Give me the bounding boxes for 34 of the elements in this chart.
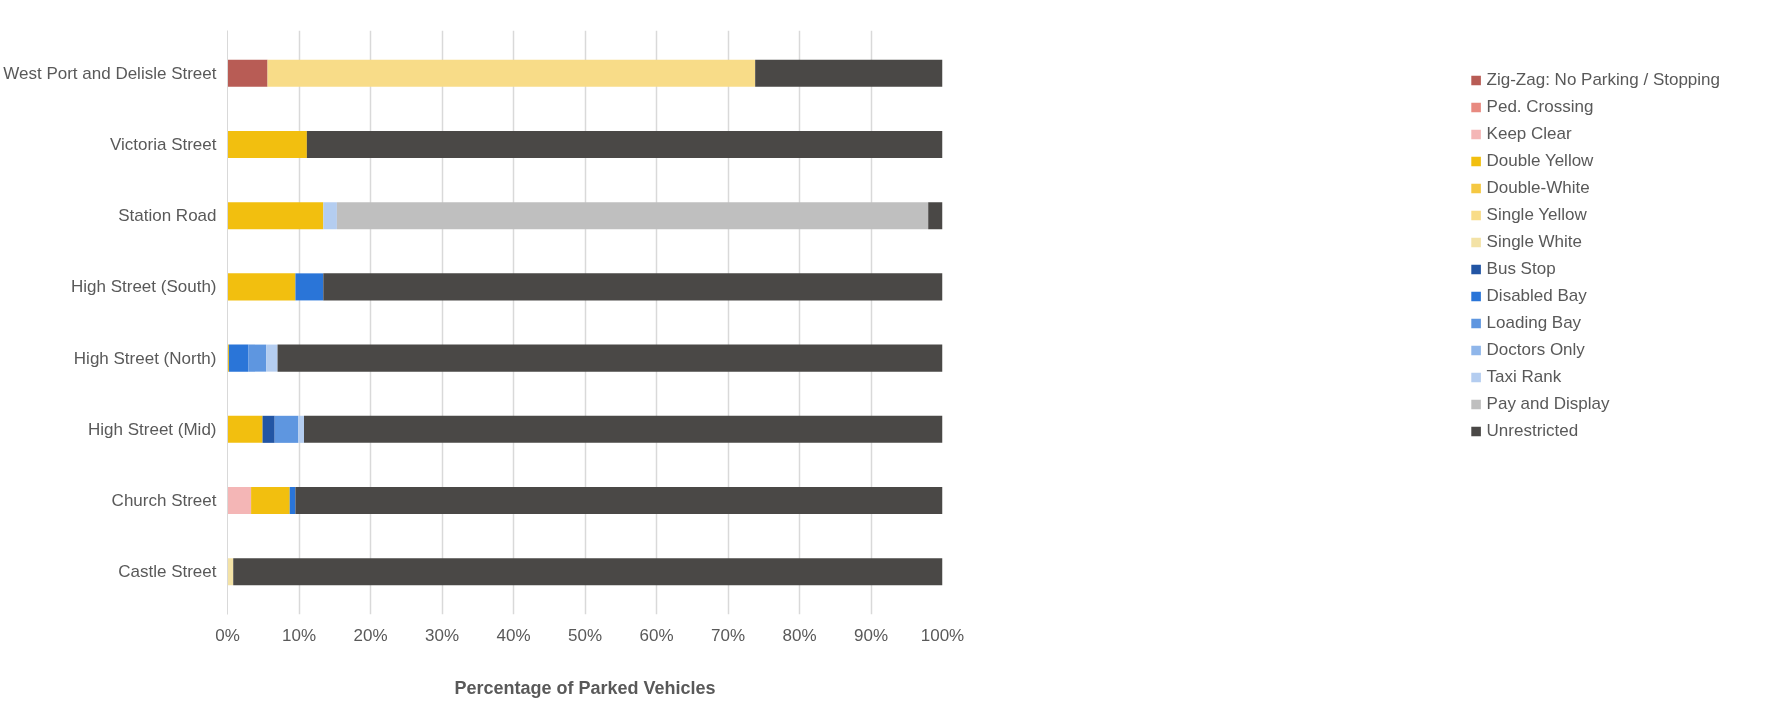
legend-label: Double-White <box>1486 178 1590 198</box>
x-tick-label: 0% <box>215 625 240 645</box>
legend-label: Double Yellow <box>1486 151 1594 171</box>
legend-label: Pay and Display <box>1486 394 1610 414</box>
legend-label: Single Yellow <box>1486 205 1587 225</box>
legend-label: Taxi Rank <box>1486 367 1562 387</box>
x-tick-label: 20% <box>353 625 388 645</box>
legend-label: Zig-Zag: No Parking / Stopping <box>1486 70 1720 90</box>
legend-label: Unrestricted <box>1486 421 1579 441</box>
x-tick-label: 60% <box>639 625 674 645</box>
y-tick-label: Victoria Street <box>110 134 217 154</box>
x-tick-label: 90% <box>853 625 889 645</box>
y-tick-label: High Street (Mid) <box>88 419 217 439</box>
y-tick-label: High Street (North) <box>73 348 217 368</box>
x-tick-label: 80% <box>782 625 817 645</box>
legend-label: Ped. Crossing <box>1486 97 1594 117</box>
legend-label: Disabled Bay <box>1486 286 1587 306</box>
legend-label: Keep Clear <box>1486 124 1572 144</box>
legend-label: Bus Stop <box>1486 259 1556 279</box>
legend-label: Doctors Only <box>1486 340 1585 360</box>
x-tick-label: 40% <box>496 625 531 645</box>
y-tick-label: Castle Street <box>118 562 217 582</box>
x-tick-label: 70% <box>710 625 746 645</box>
x-axis-title: Percentage of Parked Vehicles <box>454 677 716 698</box>
y-tick-label: High Street (South) <box>70 277 217 297</box>
legend-label: Single White <box>1486 232 1583 252</box>
x-tick-label: 10% <box>281 625 317 645</box>
x-tick-label: 100% <box>920 625 965 645</box>
legend-label: Loading Bay <box>1486 313 1582 333</box>
y-tick-label: West Port and Delisle Street <box>3 63 217 83</box>
y-tick-label: Church Street <box>111 491 217 511</box>
y-tick-label: Station Road <box>118 206 217 226</box>
x-tick-label: 30% <box>424 625 460 645</box>
x-tick-label: 50% <box>567 625 603 645</box>
